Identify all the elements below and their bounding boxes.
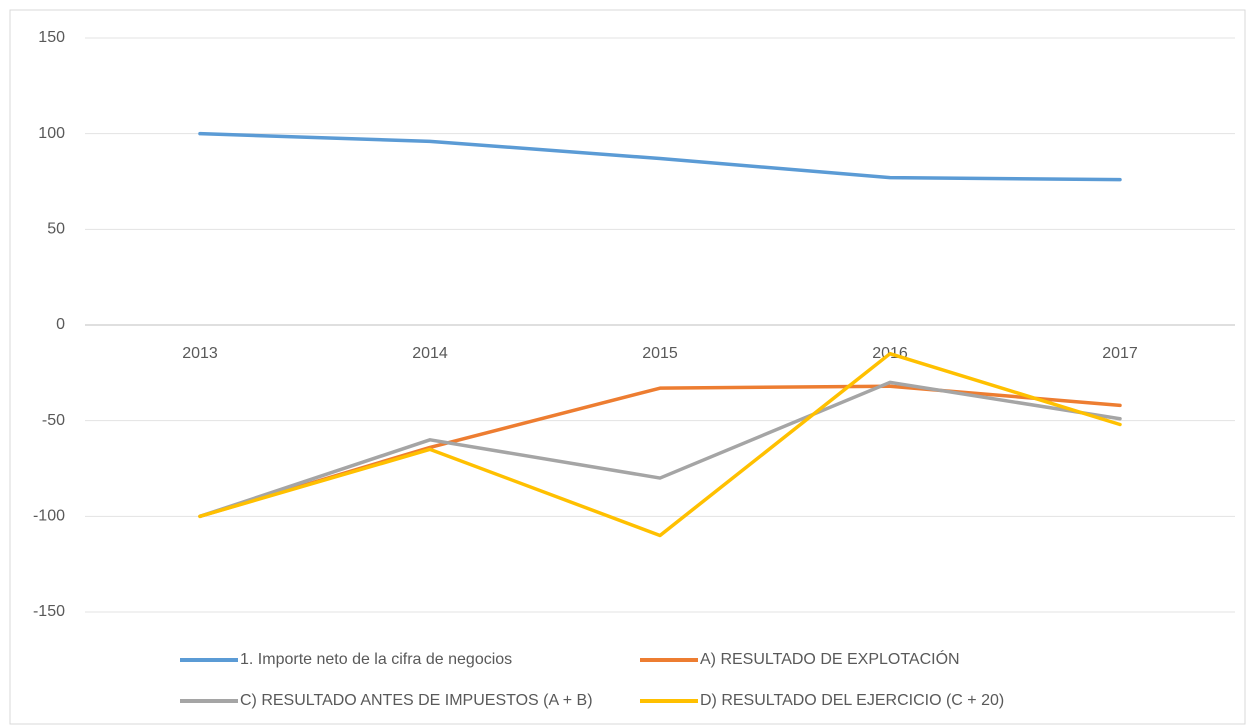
y-tick-label: -100 — [33, 508, 65, 525]
y-tick-label: -150 — [33, 603, 65, 620]
x-tick-label: 2017 — [1102, 345, 1138, 362]
series-line — [198, 380, 1122, 519]
legend-label: 1. Importe neto de la cifra de negocios — [240, 651, 512, 668]
legend-label: D) RESULTADO DEL EJERCICIO (C + 20) — [700, 692, 1004, 709]
y-tick-label: 50 — [47, 221, 65, 238]
y-tick-label: 0 — [56, 316, 65, 333]
series-line — [198, 131, 1122, 182]
x-tick-label: 2014 — [412, 345, 448, 362]
y-tick-label: 150 — [38, 29, 65, 46]
legend-label: A) RESULTADO DE EXPLOTACIÓN — [700, 649, 960, 668]
y-tick-label: -50 — [42, 412, 65, 429]
legend-label: C) RESULTADO ANTES DE IMPUESTOS (A + B) — [240, 692, 593, 709]
chart-border — [9, 9, 1246, 725]
y-tick-label: 100 — [38, 125, 65, 142]
x-tick-label: 2015 — [642, 345, 678, 362]
x-tick-label: 2013 — [182, 345, 218, 362]
series-line — [198, 351, 1122, 538]
